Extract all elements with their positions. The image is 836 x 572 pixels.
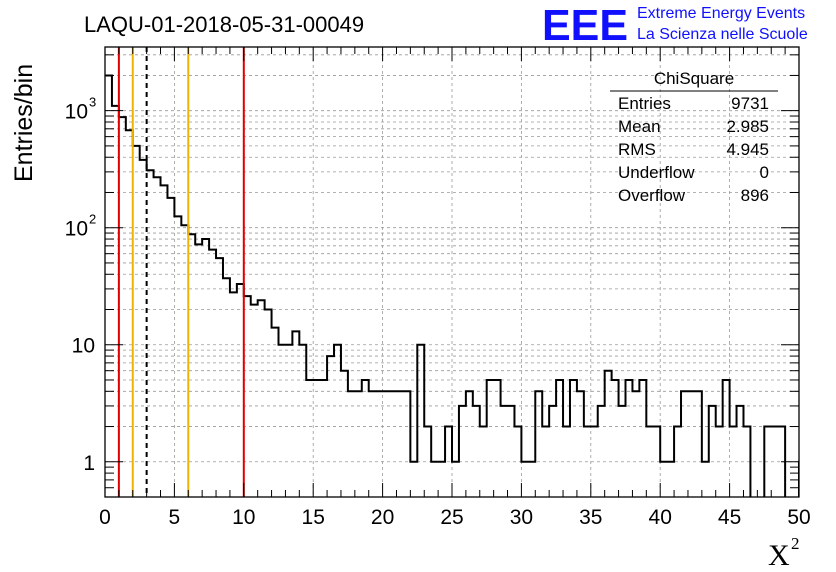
x-tick-label: 45 xyxy=(718,506,741,529)
stats-row-value: 2.985 xyxy=(726,117,769,136)
x-tick-label: 40 xyxy=(649,506,672,529)
x-tick-label: 35 xyxy=(579,506,602,529)
stats-row-label: Entries xyxy=(618,94,671,113)
stats-row-label: Underflow xyxy=(618,163,695,182)
stats-row-value: 0 xyxy=(760,163,769,182)
logo-line-1: Extreme Energy Events xyxy=(637,5,805,22)
stats-row-label: RMS xyxy=(618,140,656,159)
y-axis-title: Entries/bin xyxy=(10,64,38,182)
logo-line-2: La Scienza nelle Scuole xyxy=(637,26,808,43)
x-tick-label: 15 xyxy=(302,506,325,529)
stats-row-value: 896 xyxy=(741,186,769,205)
y-tick-label-exponent: 2 xyxy=(89,212,96,227)
x-tick-labels: 0 5 10 15 20 25 30 35 40 45 50 xyxy=(99,506,811,529)
stats-row-value: 4.945 xyxy=(726,140,769,159)
histogram-step-line xyxy=(105,74,799,497)
y-tick-label: 10 xyxy=(72,335,95,358)
x-tick-label: 20 xyxy=(371,506,394,529)
stats-row-value: 9731 xyxy=(731,94,769,113)
x-tick-label: 50 xyxy=(787,506,810,529)
grid xyxy=(105,47,799,497)
axis-ticks xyxy=(104,47,800,498)
stats-box: ChiSquare Entries 9731 Mean 2.985 RMS 4.945 Un… xyxy=(610,69,778,205)
x-tick-label: 25 xyxy=(440,506,463,529)
chart-title: LAQU-01-2018-05-31-00049 xyxy=(84,12,364,37)
vertical-lines xyxy=(117,47,245,497)
x-axis-title: X 2 xyxy=(768,534,800,572)
y-tick-label: 10 xyxy=(65,101,88,124)
histogram xyxy=(105,74,799,497)
x-tick-label: 10 xyxy=(232,506,255,529)
y-tick-label-exponent: 3 xyxy=(89,95,96,110)
x-tick-label: 30 xyxy=(510,506,533,529)
x-axis-title-main: X xyxy=(768,539,790,572)
logo-mark: EEE xyxy=(542,1,628,50)
stats-title: ChiSquare xyxy=(654,69,734,88)
stats-row-label: Mean xyxy=(618,117,661,136)
x-tick-label: 5 xyxy=(169,506,181,529)
x-axis-title-superscript: 2 xyxy=(791,534,800,553)
y-tick-label: 1 xyxy=(83,452,95,475)
stats-row-label: Overflow xyxy=(618,186,686,205)
x-tick-label: 0 xyxy=(99,506,111,529)
y-tick-label: 10 xyxy=(65,218,88,241)
eee-logo: EEE Extreme Energy Events La Scienza nel… xyxy=(542,1,808,50)
